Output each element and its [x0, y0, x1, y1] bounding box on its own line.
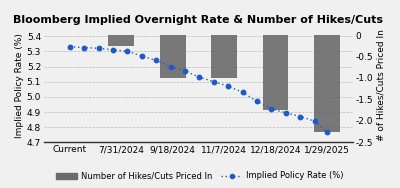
Bar	[211, 35, 237, 78]
Legend: Number of Hikes/Cuts Priced In, Implied Policy Rate (%): Number of Hikes/Cuts Priced In, Implied …	[53, 168, 347, 184]
Y-axis label: Implied Policy Rate (%): Implied Policy Rate (%)	[15, 33, 24, 138]
Bar	[160, 35, 186, 78]
Y-axis label: # of Hikes/Cuts Priced In: # of Hikes/Cuts Priced In	[376, 30, 385, 141]
Bar	[108, 35, 134, 46]
Title: Bloomberg Implied Overnight Rate & Number of Hikes/Cuts: Bloomberg Implied Overnight Rate & Numbe…	[13, 15, 383, 25]
Bar	[314, 35, 340, 132]
Bar	[263, 35, 288, 110]
